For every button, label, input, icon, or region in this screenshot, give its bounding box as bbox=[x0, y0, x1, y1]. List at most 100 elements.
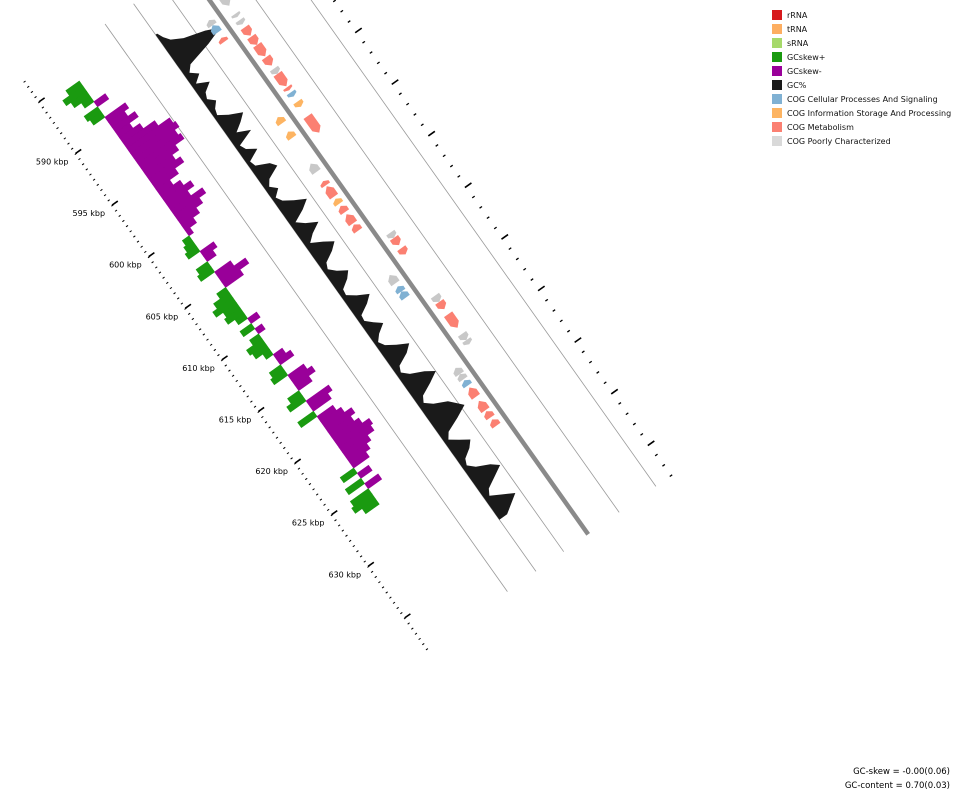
scale-minor-tick bbox=[70, 147, 74, 150]
outer-major-tick bbox=[574, 337, 582, 344]
outer-major-tick bbox=[427, 130, 436, 137]
scale-minor-tick bbox=[173, 292, 176, 295]
cds-feature-arrow bbox=[253, 42, 267, 57]
scale-minor-tick bbox=[348, 539, 352, 543]
scale-minor-tick bbox=[283, 446, 286, 450]
scale-minor-tick bbox=[224, 364, 228, 367]
scale-minor-tick bbox=[103, 194, 107, 197]
cds-feature-arrow bbox=[430, 292, 442, 302]
gc-skew-positive-bar bbox=[344, 477, 366, 496]
outer-major-tick bbox=[537, 285, 546, 292]
scale-major-tick bbox=[184, 303, 192, 309]
outer-minor-tick bbox=[435, 144, 439, 147]
tick-label: 595 kbp bbox=[72, 209, 105, 218]
outer-minor-tick bbox=[596, 371, 600, 374]
scale-minor-tick bbox=[407, 622, 410, 625]
cds-feature-arrow bbox=[283, 84, 293, 92]
cds-feature-arrow bbox=[325, 186, 339, 200]
outer-minor-tick bbox=[369, 51, 373, 54]
scale-minor-tick bbox=[257, 410, 260, 414]
scale-minor-tick bbox=[136, 240, 140, 243]
cds-feature-arrow bbox=[477, 400, 490, 414]
scale-minor-tick bbox=[418, 637, 421, 641]
scale-minor-tick bbox=[235, 379, 239, 383]
cds-feature-arrow bbox=[338, 205, 350, 215]
scale-minor-tick bbox=[337, 524, 341, 527]
scale-minor-tick bbox=[264, 421, 268, 424]
scale-major-tick bbox=[221, 355, 228, 361]
scale-minor-tick bbox=[231, 374, 235, 377]
outer-minor-tick bbox=[449, 164, 454, 168]
cds-feature-arrow bbox=[231, 11, 241, 19]
scale-minor-tick bbox=[78, 157, 81, 161]
gc-skew-positive-bar bbox=[184, 245, 201, 260]
gc-skew-negative-bar bbox=[294, 375, 313, 392]
scale-minor-tick bbox=[301, 472, 304, 475]
outer-minor-tick bbox=[625, 412, 629, 416]
legend-label: GC% bbox=[787, 80, 807, 90]
scale-minor-tick bbox=[176, 297, 180, 300]
outer-minor-tick bbox=[523, 267, 527, 271]
gc-skew-positive-bar bbox=[212, 297, 237, 318]
outer-minor-tick bbox=[442, 154, 446, 158]
gc-skew-positive-bar bbox=[224, 307, 245, 325]
legend-item-trna: tRNA bbox=[772, 22, 951, 36]
tick-label: 590 kbp bbox=[36, 158, 69, 167]
outer-minor-tick bbox=[479, 205, 483, 209]
cds-feature-arrow bbox=[235, 17, 246, 26]
scale-major-tick bbox=[257, 406, 265, 413]
legend-label: sRNA bbox=[787, 38, 809, 48]
scale-minor-tick bbox=[312, 488, 315, 491]
guide-ring bbox=[172, 0, 565, 552]
gc-skew-stat: GC-skew = -0.00(0.06) bbox=[853, 767, 950, 777]
outer-minor-tick bbox=[545, 298, 549, 302]
cds-feature-arrow bbox=[388, 275, 400, 287]
scale-minor-tick bbox=[272, 431, 275, 434]
legend-swatch bbox=[772, 136, 782, 146]
gc-skew-positive-bar bbox=[89, 111, 106, 126]
scale-minor-tick bbox=[133, 235, 136, 238]
scale-minor-tick bbox=[151, 261, 154, 264]
scale-minor-tick bbox=[125, 225, 129, 228]
gc-skew-positive-bar bbox=[62, 85, 88, 107]
gc-skew-negative-bar bbox=[305, 384, 333, 407]
scale-major-tick bbox=[404, 613, 411, 619]
scale-minor-tick bbox=[52, 121, 56, 125]
scale-minor-tick bbox=[191, 317, 195, 321]
outer-minor-tick bbox=[515, 257, 519, 261]
scale-minor-tick bbox=[48, 116, 52, 119]
legend-item-srna: sRNA bbox=[772, 36, 951, 50]
gc-skew-positive-bar bbox=[351, 493, 376, 514]
tick-label: 605 kbp bbox=[146, 312, 179, 321]
scale-minor-tick bbox=[319, 498, 323, 501]
gc-skew-positive-bar bbox=[297, 410, 318, 428]
outer-minor-tick bbox=[581, 350, 585, 354]
legend-item-rrna: rRNA bbox=[772, 8, 951, 22]
scale-minor-tick bbox=[111, 204, 114, 207]
scale-minor-tick bbox=[374, 575, 377, 579]
gc-skew-negative-bar bbox=[104, 102, 130, 123]
cds-feature-arrow bbox=[389, 235, 401, 246]
tick-label: 600 kbp bbox=[109, 261, 142, 270]
cds-feature-arrow bbox=[345, 214, 358, 227]
scale-minor-tick bbox=[169, 286, 173, 290]
scale-minor-tick bbox=[370, 570, 374, 573]
outer-minor-tick bbox=[384, 71, 388, 75]
scale-minor-tick bbox=[147, 256, 151, 259]
cds-feature-arrow bbox=[395, 285, 406, 295]
gc-skew-negative-bar bbox=[177, 207, 201, 226]
cds-feature-arrow bbox=[273, 70, 288, 87]
legend-swatch bbox=[772, 94, 782, 104]
gc-skew-negative-bar bbox=[141, 144, 180, 175]
scale-minor-tick bbox=[422, 642, 425, 646]
cds-feature-arrow bbox=[206, 19, 217, 29]
legend-label: GCskew+ bbox=[787, 52, 826, 62]
scale-minor-tick bbox=[286, 452, 290, 455]
gc-skew-negative-bar bbox=[364, 473, 383, 490]
scale-minor-tick bbox=[187, 312, 191, 315]
outer-minor-tick bbox=[508, 247, 512, 251]
scale-minor-tick bbox=[63, 137, 67, 140]
scale-minor-tick bbox=[268, 426, 271, 429]
scale-major-tick bbox=[111, 200, 119, 206]
